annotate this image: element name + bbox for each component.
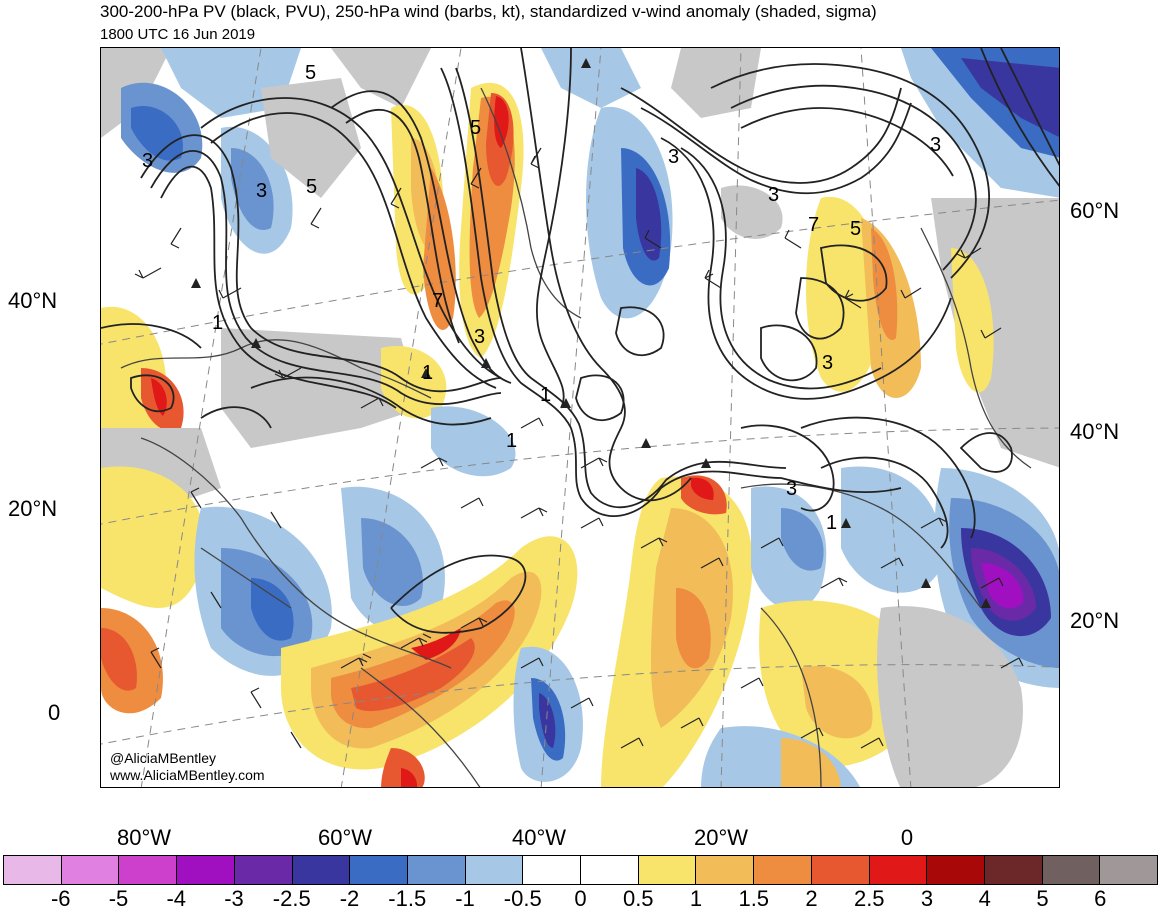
contour-label: 3 (768, 184, 780, 206)
colorbar-segment (638, 856, 697, 884)
colorbar-segment (523, 856, 582, 884)
colorbar-tick-label: 2 (805, 886, 818, 911)
wind-barb-flags (191, 58, 991, 608)
contour-label: 3 (256, 180, 268, 202)
credit-handle: @AliciaMBentley (110, 750, 217, 766)
colorbar-segment (696, 856, 755, 884)
colorbar-segment (465, 856, 524, 884)
contour-label: 3 (474, 326, 486, 348)
colorbar-segment (61, 856, 120, 884)
contour-label: 5 (305, 62, 317, 84)
colorbar-segment (407, 856, 466, 884)
lon-label: 20°W (693, 825, 749, 850)
lat-label-right: 60°N (1070, 198, 1120, 223)
colorbar-segment (754, 856, 812, 884)
contour-label: 7 (808, 214, 820, 236)
contour-label: 5 (470, 117, 482, 139)
contour-label: 7 (432, 290, 444, 312)
wind-barbs (134, 147, 1024, 749)
contour-label: 3 (668, 146, 680, 168)
colorbar-tick-label: 4 (978, 886, 991, 911)
lat-label-left: 20°N (8, 496, 58, 521)
colorbar-tick-label: 1.5 (738, 886, 770, 911)
anomaly-shading (101, 48, 1059, 787)
colorbar-tick-label: -2.5 (272, 886, 311, 911)
lon-label: 0 (900, 825, 914, 850)
contour-label: 1 (212, 312, 224, 334)
lon-label: 60°W (317, 825, 373, 850)
colorbar-segment (1042, 856, 1101, 884)
colorbar-tick-label: -0.5 (503, 886, 542, 911)
colorbar-tick-label: -5 (108, 886, 129, 911)
colorbar-segment (119, 856, 178, 884)
lon-label: 80°W (116, 825, 172, 850)
colorbar-tick-label: 5 (1036, 886, 1049, 911)
colorbar-segment (984, 856, 1043, 884)
lat-label-left: 40°N (8, 288, 58, 313)
colorbar-segment (927, 856, 985, 884)
contour-label: 3 (822, 352, 834, 374)
lat-label-left: 0 (48, 700, 61, 725)
colorbar-segment (292, 856, 351, 884)
lat-label-right: 20°N (1070, 608, 1120, 633)
colorbar-tick-label: -1.5 (388, 886, 427, 911)
lon-label: 40°W (511, 825, 567, 850)
colorbar-tick-label: 2.5 (853, 886, 885, 911)
map-valid-time: 1800 UTC 16 Jun 2019 (100, 26, 256, 43)
colorbar-tick-label: -4 (166, 886, 187, 911)
credit-website: www.AliciaMBentley.com (110, 767, 265, 783)
colorbar-segment (811, 856, 870, 884)
colorbar-segment (4, 856, 62, 884)
colorbar-tick-label: 6 (1094, 886, 1107, 911)
contour-label: 1 (826, 512, 838, 534)
colorbar-segment (177, 856, 235, 884)
colorbar-tick-label: -2 (339, 886, 360, 911)
colorbar-tick-label: -6 (50, 886, 71, 911)
lat-label-right: 40°N (1070, 419, 1120, 444)
contour-label: 5 (306, 176, 318, 198)
colorbar-segment (350, 856, 408, 884)
contour-label: 1 (422, 362, 434, 384)
contour-label: 3 (142, 150, 154, 172)
contour-label: 1 (506, 430, 518, 452)
map-panel (100, 47, 1060, 788)
colorbar-segment (1100, 856, 1158, 884)
colorbar-tick-label: 0 (574, 886, 587, 911)
weather-map (101, 48, 1059, 787)
contour-label: 1 (540, 384, 552, 406)
colorbar-segment (869, 856, 928, 884)
colorbar-tick-label: 0.5 (622, 886, 654, 911)
contour-label: 5 (850, 218, 862, 240)
colorbar-tick-label: 1 (689, 886, 703, 911)
colorbar-tick-label: -1 (455, 886, 475, 911)
map-title: 300-200-hPa PV (black, PVU), 250-hPa win… (100, 2, 877, 21)
pv-contours (101, 48, 1059, 634)
colorbar-segment (581, 856, 639, 884)
contour-label: 3 (786, 478, 798, 500)
colorbar-tick-label: 3 (920, 886, 934, 911)
colorbar-segment (234, 856, 293, 884)
colorbar (3, 855, 1158, 885)
colorbar-tick-label: -3 (224, 886, 244, 911)
contour-label: 3 (930, 134, 942, 156)
coastlines (120, 87, 1032, 787)
